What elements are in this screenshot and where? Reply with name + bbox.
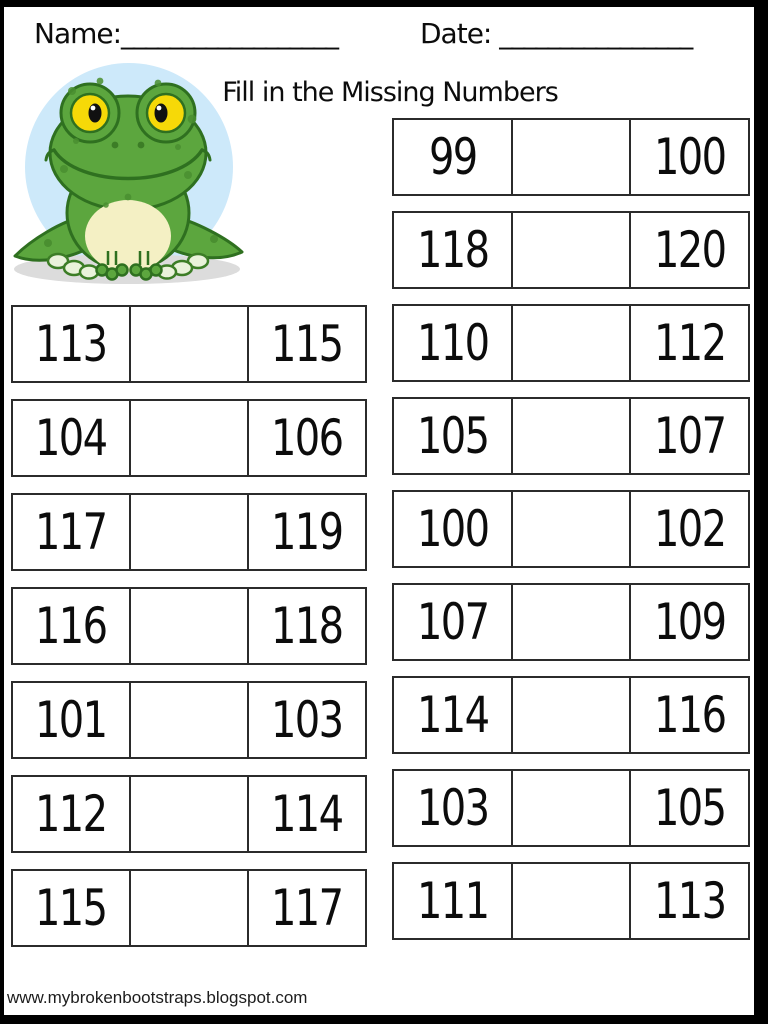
last-number-cell: 106 [247, 401, 365, 475]
number-row: 105 107 [392, 397, 750, 475]
missing-number-blank[interactable] [510, 399, 630, 473]
last-number-cell: 100 [629, 120, 748, 194]
page-title: Fill in the Missing Numbers [222, 77, 559, 108]
number-row: 99 100 [392, 118, 750, 196]
last-number-cell: 116 [629, 678, 748, 752]
last-number-cell: 109 [629, 585, 748, 659]
date-field-row: Date: ________________ [420, 17, 693, 50]
missing-number-blank[interactable] [129, 401, 247, 475]
number-row: 117 119 [11, 493, 367, 571]
last-number-cell: 105 [629, 771, 748, 845]
name-field-row: Name:__________________ [34, 17, 339, 50]
frog-illustration [8, 55, 250, 293]
number-row: 114 116 [392, 676, 750, 754]
first-number-cell: 101 [35, 691, 108, 749]
missing-number-blank[interactable] [129, 777, 247, 851]
last-number-cell: 103 [247, 683, 365, 757]
number-row: 104 106 [11, 399, 367, 477]
number-row: 111 113 [392, 862, 750, 940]
name-write-line[interactable]: __________________ [121, 17, 339, 50]
date-write-line[interactable]: ________________ [499, 17, 693, 50]
first-number-cell: 103 [416, 779, 490, 837]
first-number-cell: 107 [416, 593, 490, 651]
number-row: 101 103 [11, 681, 367, 759]
last-number-cell: 102 [629, 492, 748, 566]
last-number-cell: 114 [247, 777, 365, 851]
first-number-cell: 111 [416, 872, 490, 930]
number-row: 103 105 [392, 769, 750, 847]
missing-number-blank[interactable] [510, 120, 630, 194]
number-row: 113 115 [11, 305, 367, 383]
name-label: Name: [34, 17, 122, 50]
last-number-cell: 118 [247, 589, 365, 663]
first-number-cell: 99 [428, 128, 477, 186]
right-number-column: 99 100 118 120 110 112 105 107 100 102 1… [392, 118, 750, 955]
first-number-cell: 115 [35, 879, 108, 937]
missing-number-blank[interactable] [510, 678, 630, 752]
first-number-cell: 105 [416, 407, 490, 465]
number-row: 112 114 [11, 775, 367, 853]
number-row: 115 117 [11, 869, 367, 947]
first-number-cell: 110 [416, 314, 490, 372]
first-number-cell: 114 [416, 686, 490, 744]
first-number-cell: 116 [35, 597, 108, 655]
first-number-cell: 112 [35, 785, 108, 843]
last-number-cell: 115 [247, 307, 365, 381]
number-row: 118 120 [392, 211, 750, 289]
last-number-cell: 117 [247, 871, 365, 945]
number-row: 107 109 [392, 583, 750, 661]
missing-number-blank[interactable] [510, 585, 630, 659]
missing-number-blank[interactable] [510, 213, 630, 287]
missing-number-blank[interactable] [129, 495, 247, 569]
last-number-cell: 112 [629, 306, 748, 380]
first-number-cell: 104 [35, 409, 108, 467]
missing-number-blank[interactable] [510, 492, 630, 566]
missing-number-blank[interactable] [129, 307, 247, 381]
left-number-column: 113 115 104 106 117 119 116 118 101 103 … [11, 305, 367, 963]
number-row: 116 118 [11, 587, 367, 665]
last-number-cell: 113 [629, 864, 748, 938]
first-number-cell: 100 [416, 500, 490, 558]
number-row: 100 102 [392, 490, 750, 568]
last-number-cell: 120 [629, 213, 748, 287]
frog-icon [13, 63, 244, 284]
missing-number-blank[interactable] [129, 589, 247, 663]
last-number-cell: 119 [247, 495, 365, 569]
last-number-cell: 107 [629, 399, 748, 473]
missing-number-blank[interactable] [129, 683, 247, 757]
first-number-cell: 113 [35, 315, 108, 373]
number-row: 110 112 [392, 304, 750, 382]
missing-number-blank[interactable] [510, 864, 630, 938]
missing-number-blank[interactable] [510, 306, 630, 380]
missing-number-blank[interactable] [510, 771, 630, 845]
first-number-cell: 118 [416, 221, 490, 279]
footer-url: www.mybrokenbootstraps.blogspot.com [7, 988, 308, 1007]
first-number-cell: 117 [35, 503, 108, 561]
date-label: Date: [420, 17, 500, 50]
missing-number-blank[interactable] [129, 871, 247, 945]
